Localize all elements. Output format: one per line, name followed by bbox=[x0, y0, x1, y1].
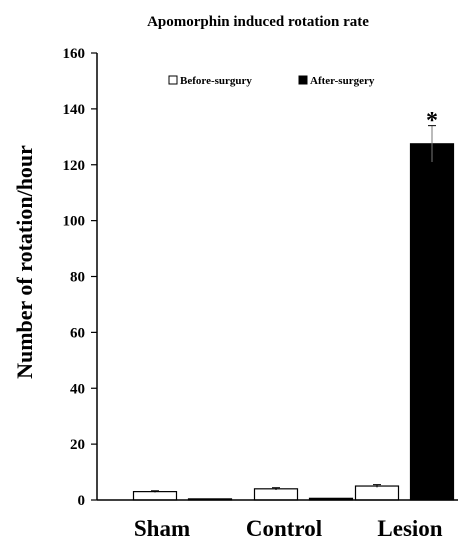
y-tick-label: 40 bbox=[70, 381, 85, 397]
legend: Before-surgury After-surgery bbox=[168, 75, 375, 87]
bars bbox=[132, 143, 455, 501]
y-tick-label: 0 bbox=[78, 493, 86, 509]
x-tick-label: Control bbox=[246, 516, 322, 539]
x-tick-label: Lesion bbox=[377, 516, 442, 539]
y-tick-label: 60 bbox=[70, 325, 85, 341]
legend-label-before-surgury: Before-surgury bbox=[180, 75, 252, 87]
legend-swatch-after-surgery bbox=[298, 75, 308, 85]
annotations: * bbox=[426, 108, 438, 134]
chart-title: Apomorphin induced rotation rate bbox=[147, 14, 369, 30]
y-tick-label: 20 bbox=[70, 437, 85, 453]
y-tick-label: 120 bbox=[63, 158, 86, 174]
y-axis-label: Number of rotation/hour bbox=[12, 145, 37, 379]
bar-sham-before bbox=[132, 491, 178, 501]
significance-marker: * bbox=[426, 108, 438, 134]
error-bars bbox=[151, 125, 436, 493]
bar-control-before bbox=[253, 488, 299, 501]
y-axis-ticks: 0 20 40 60 80 100 120 140 160 bbox=[63, 46, 97, 509]
bar-lesion-after bbox=[409, 143, 455, 501]
y-tick-label: 100 bbox=[63, 214, 86, 230]
legend-swatch-before-surgury bbox=[168, 75, 178, 85]
x-tick-label: Sham bbox=[134, 516, 190, 539]
y-tick-label: 160 bbox=[63, 46, 86, 62]
y-tick-label: 80 bbox=[70, 270, 85, 286]
legend-label-after-surgery: After-surgery bbox=[310, 75, 375, 87]
bar-lesion-before bbox=[354, 485, 400, 501]
y-tick-label: 140 bbox=[63, 102, 86, 118]
x-axis-ticks: Sham Control Lesion bbox=[134, 516, 443, 539]
